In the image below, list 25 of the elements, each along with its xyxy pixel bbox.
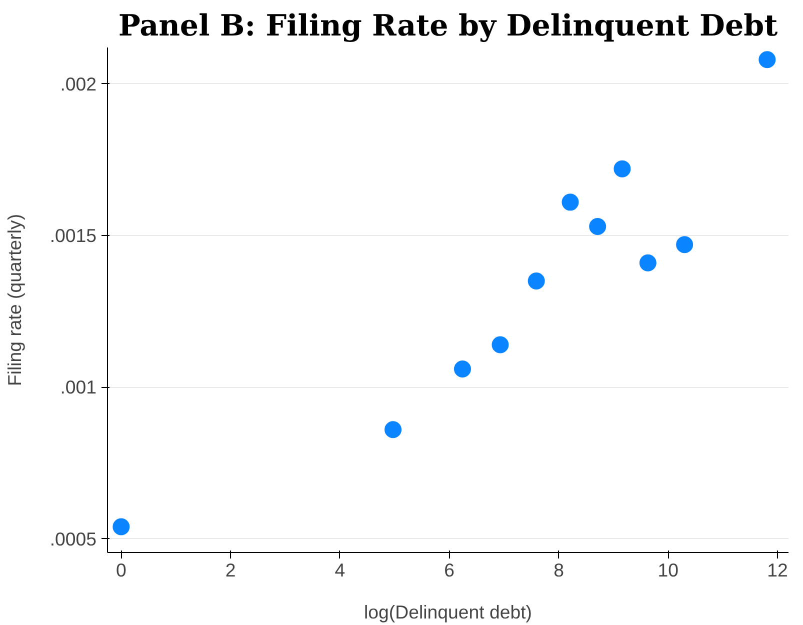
point bbox=[384, 421, 402, 438]
chart-title: Panel B: Filing Rate by Delinquent Debt bbox=[118, 8, 778, 42]
x-tick-label: 10 bbox=[658, 560, 679, 580]
point bbox=[112, 518, 130, 536]
x-tick-label: 6 bbox=[444, 560, 455, 580]
y-tick-label: .0005 bbox=[50, 528, 96, 550]
point bbox=[758, 51, 776, 68]
point bbox=[614, 160, 631, 178]
y-tick-label: .001 bbox=[60, 376, 96, 398]
y-axis-title: Filing rate (quarterly) bbox=[4, 214, 25, 386]
point bbox=[639, 254, 656, 272]
point bbox=[528, 272, 545, 290]
point bbox=[454, 360, 471, 378]
y-tick-label: .002 bbox=[60, 73, 96, 94]
y-tick-label: .0015 bbox=[50, 225, 96, 246]
point bbox=[676, 236, 694, 254]
x-tick-label: 0 bbox=[116, 560, 126, 580]
point bbox=[589, 218, 606, 235]
x-tick-label: 4 bbox=[334, 560, 346, 580]
x-axis-title: log(Delinquent debt) bbox=[364, 602, 532, 622]
x-tick-label: 8 bbox=[554, 560, 564, 580]
x-tick-label: 2 bbox=[225, 560, 236, 580]
x-tick-label: 12 bbox=[767, 560, 788, 580]
point bbox=[562, 194, 579, 211]
point bbox=[492, 336, 509, 354]
